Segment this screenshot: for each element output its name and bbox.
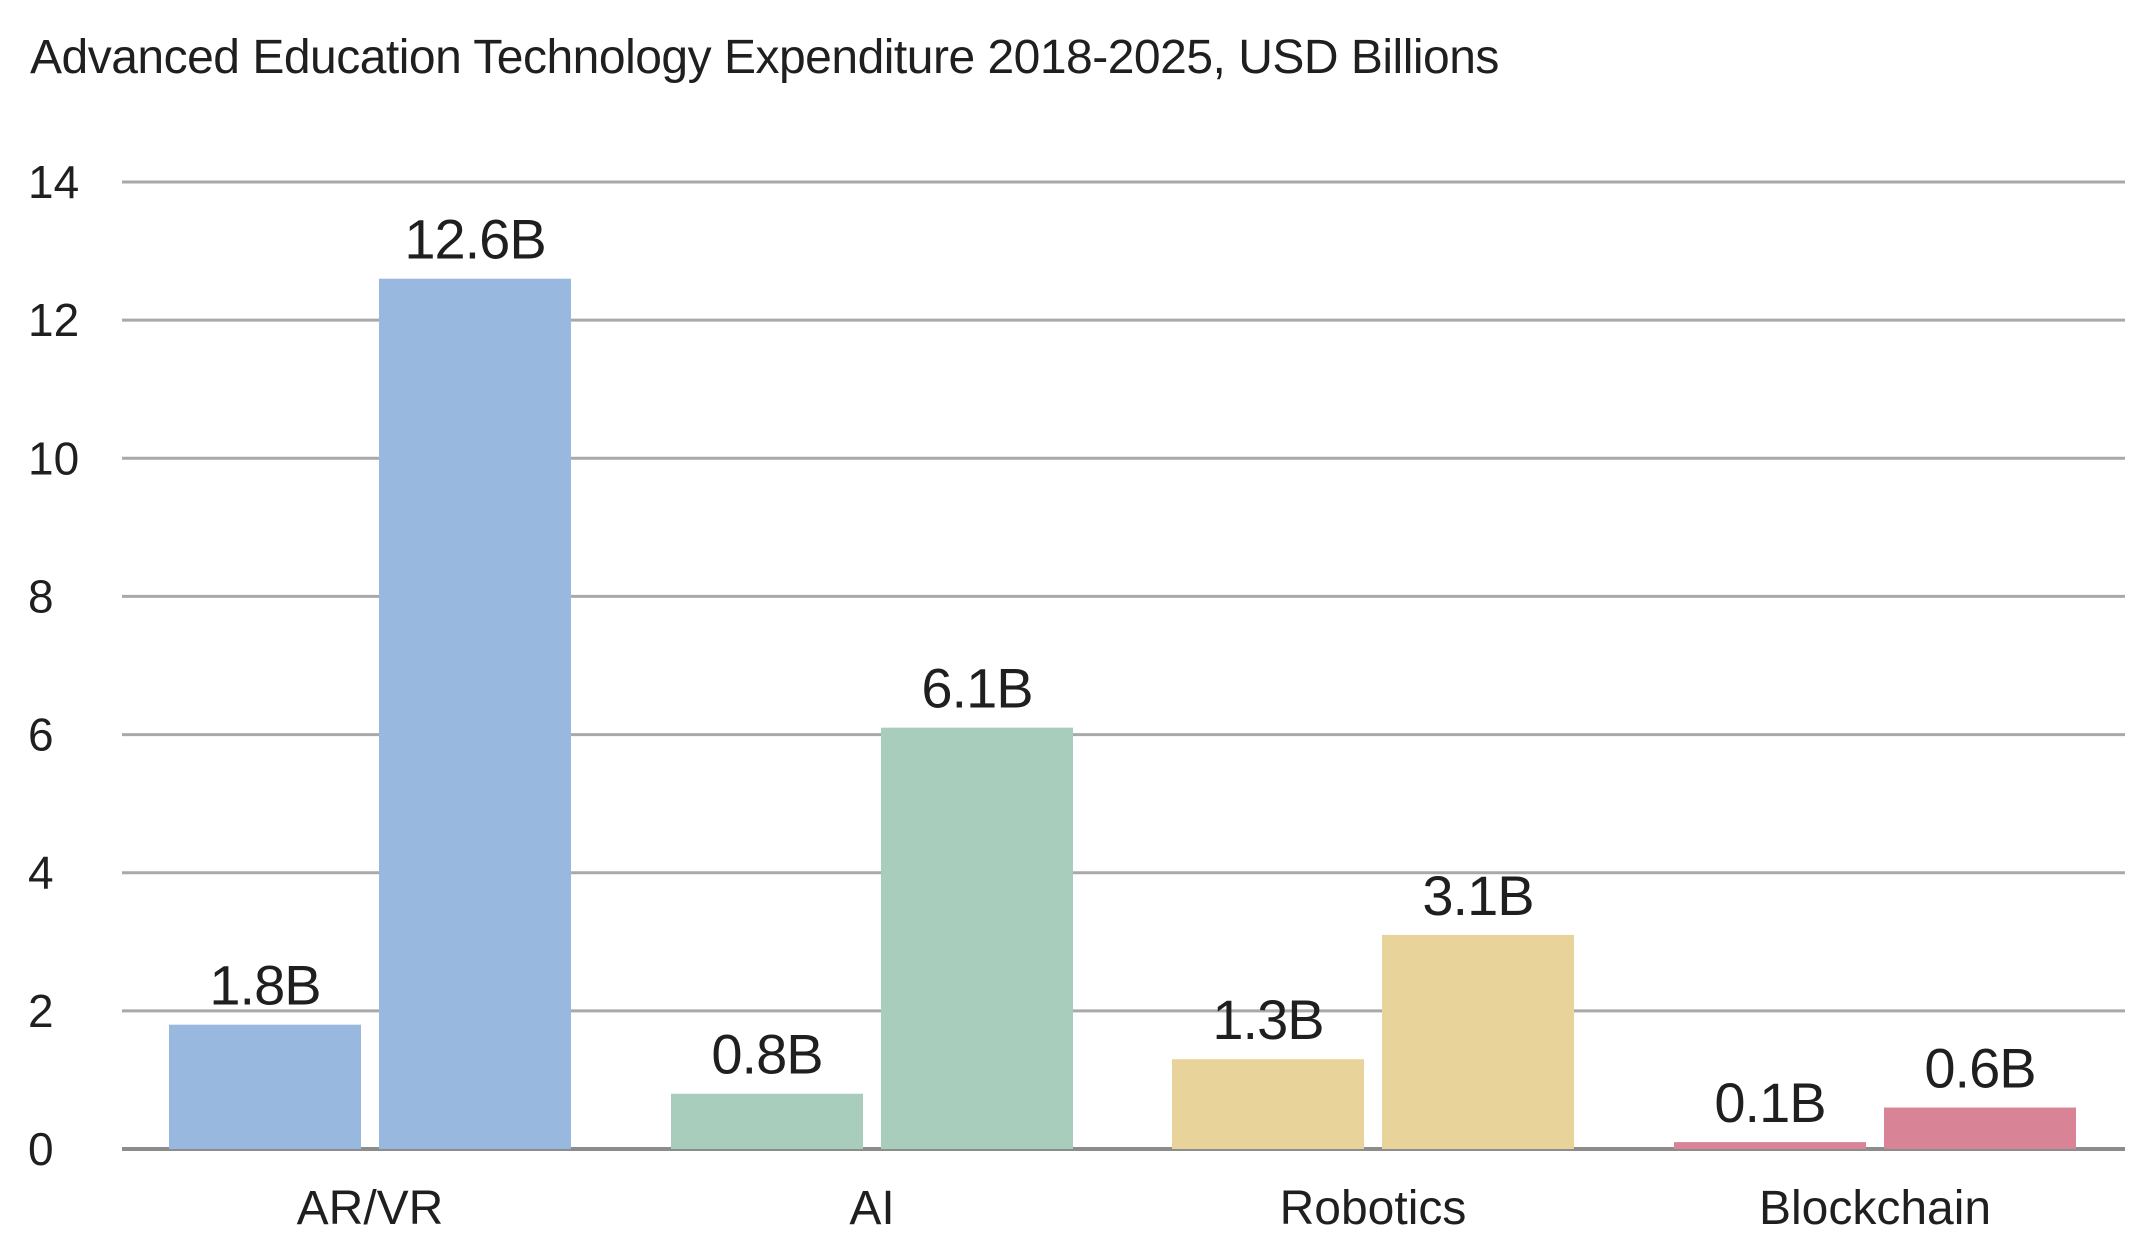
bar-blockchain-2018 bbox=[1674, 1142, 1866, 1149]
bar-ai-2018 bbox=[671, 1093, 863, 1149]
data-label: 1.3B bbox=[1212, 988, 1323, 1051]
y-tick-label: 4 bbox=[28, 847, 54, 899]
y-axis-ticks: 0 2 4 6 8 10 12 14 bbox=[28, 156, 79, 1175]
data-label: 0.1B bbox=[1714, 1071, 1825, 1134]
y-tick-label: 8 bbox=[28, 570, 54, 622]
data-label: 0.8B bbox=[711, 1023, 822, 1086]
data-label: 6.1B bbox=[921, 657, 1032, 720]
y-tick-label: 12 bbox=[28, 294, 79, 346]
x-category-label: AR/VR bbox=[297, 1182, 444, 1235]
x-axis-labels: AR/VR AI Robotics Blockchain bbox=[297, 1182, 1991, 1235]
x-category-label: Robotics bbox=[1280, 1182, 1467, 1235]
data-label: 12.6B bbox=[404, 208, 545, 271]
data-label: 0.6B bbox=[1924, 1037, 2035, 1100]
bars bbox=[169, 278, 2076, 1149]
data-labels: 1.8B 12.6B 0.8B 6.1B 1.3B 3.1B 0.1B 0.6B bbox=[209, 208, 2036, 1134]
y-tick-label: 2 bbox=[28, 985, 54, 1037]
x-category-label: Blockchain bbox=[1759, 1182, 1991, 1235]
x-category-label: AI bbox=[849, 1182, 894, 1235]
bar-blockchain-2025 bbox=[1884, 1107, 2076, 1149]
data-label: 3.1B bbox=[1422, 864, 1533, 927]
bar-ar-vr-2018 bbox=[169, 1024, 361, 1149]
data-label: 1.8B bbox=[209, 954, 320, 1017]
y-tick-label: 0 bbox=[28, 1123, 54, 1175]
y-tick-label: 14 bbox=[28, 156, 79, 208]
bar-ar-vr-2025 bbox=[379, 278, 571, 1149]
bar-ai-2025 bbox=[881, 727, 1073, 1149]
y-tick-label: 6 bbox=[28, 709, 54, 761]
y-tick-label: 10 bbox=[28, 432, 79, 484]
bar-robotics-2025 bbox=[1382, 934, 1574, 1149]
bar-robotics-2018 bbox=[1172, 1059, 1364, 1149]
chart-title: Advanced Education Technology Expenditur… bbox=[30, 31, 1499, 84]
